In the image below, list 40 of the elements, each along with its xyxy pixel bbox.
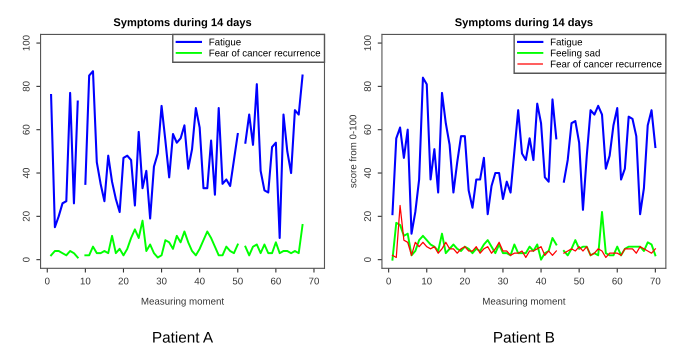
y-tick-label: 20 [364,211,371,222]
x-tick-label: 0 [44,278,50,284]
x-tick-label: 60 [612,278,622,284]
legend-label: Fear of cancer recurrence [210,49,320,56]
y-tick-label: 60 [364,124,371,135]
x-tick-label: 50 [574,278,584,284]
x-tick-label: 10 [422,278,432,284]
x-tick-label: 30 [156,278,167,284]
chart-title: Symptoms during 14 days [455,18,593,28]
y-tick-label: 40 [22,168,30,178]
legend-label: Fatigue [550,38,582,48]
y-tick-label: 100 [364,35,371,50]
legend-label: Feeling sad [550,49,600,58]
x-tick-label: 70 [309,278,319,284]
chart-title: Symptoms during 14 days [114,18,252,28]
x-tick-label: 70 [650,278,660,284]
y-tick-label: 0 [22,257,30,262]
text: Patient B [494,331,554,343]
y-tick-label: 100 [22,35,30,50]
x-tick-label: 60 [270,278,281,284]
x-tick-label: 10 [80,278,90,284]
x-tick-label: 40 [194,278,205,284]
y-tick-label: 80 [364,81,371,92]
y-tick-label: 0 [364,257,371,262]
x-tick-label: 40 [536,278,546,284]
legend-label: Fear of cancer recurrence [550,60,662,68]
y-axis-title: score from 0-100 [349,114,356,188]
y-tick-label: 60 [22,124,30,135]
x-tick-label: 0 [386,278,391,284]
x-tick-label: 20 [118,278,128,284]
text: Patient A [153,331,214,343]
y-tick-label: 80 [22,81,30,92]
x-tick-label: 50 [232,278,243,284]
x-tick-label: 30 [498,278,508,284]
y-tick-label: 20 [22,211,30,222]
x-tick-label: 20 [460,278,470,284]
y-tick-label: 40 [364,168,371,178]
legend-label: Fatigue [210,38,241,48]
x-axis-title: Measuring moment [483,298,566,307]
x-axis-title: Measuring moment [142,298,224,307]
